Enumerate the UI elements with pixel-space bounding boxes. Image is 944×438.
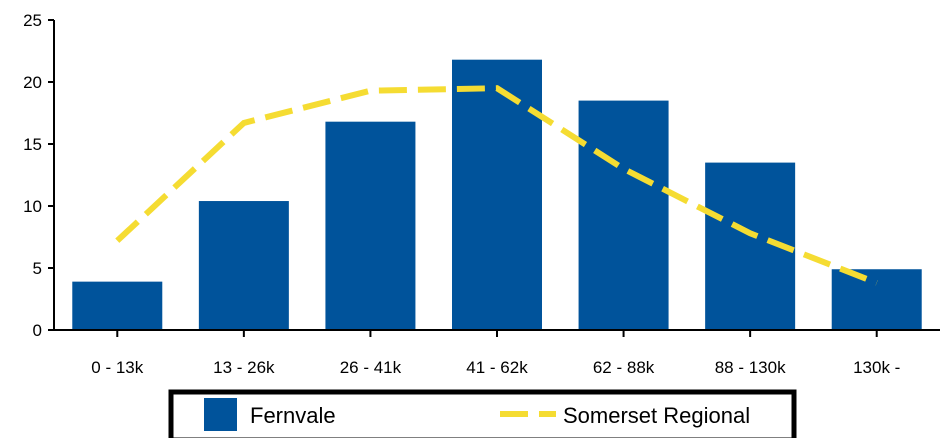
y-tick-label: 15: [23, 135, 42, 154]
legend-frame: [168, 389, 797, 438]
legend: Fernvale Somerset Regional: [168, 389, 797, 438]
x-tick-label: 13 - 26k: [213, 358, 275, 377]
y-tick-label: 10: [23, 197, 42, 216]
y-tick-label: 5: [33, 259, 42, 278]
x-tick-label: 62 - 88k: [593, 358, 655, 377]
bar-fernvale: [452, 59, 542, 331]
x-tick-label: 88 - 130k: [715, 358, 786, 377]
y-tick-label: 25: [23, 11, 42, 30]
legend-label-somerset-regional: Somerset Regional: [563, 403, 750, 428]
fernvale-bars: [72, 59, 922, 331]
y-axis: 0 5 10 15 20 25: [23, 11, 55, 340]
bar-fernvale: [578, 100, 669, 330]
x-axis: 0 - 13k 13 - 26k 26 - 41k 41 - 62k 62 - 88k 8…: [54, 329, 940, 377]
y-tick-label: 0: [33, 321, 42, 340]
x-tick-label: 26 - 41k: [340, 358, 402, 377]
x-tick-label: 41 - 62k: [466, 358, 528, 377]
bar-fernvale: [198, 201, 289, 330]
y-tick-label: 20: [23, 73, 42, 92]
bar-fernvale: [831, 269, 922, 330]
legend-swatch-fernvale: [204, 398, 237, 431]
legend-label-fernvale: Fernvale: [250, 403, 336, 428]
x-tick-label: 130k -: [853, 358, 900, 377]
bar-fernvale: [325, 121, 416, 331]
x-tick-label: 0 - 13k: [91, 358, 143, 377]
bar-fernvale: [72, 281, 163, 330]
somerset-regional-line: [115, 85, 878, 286]
